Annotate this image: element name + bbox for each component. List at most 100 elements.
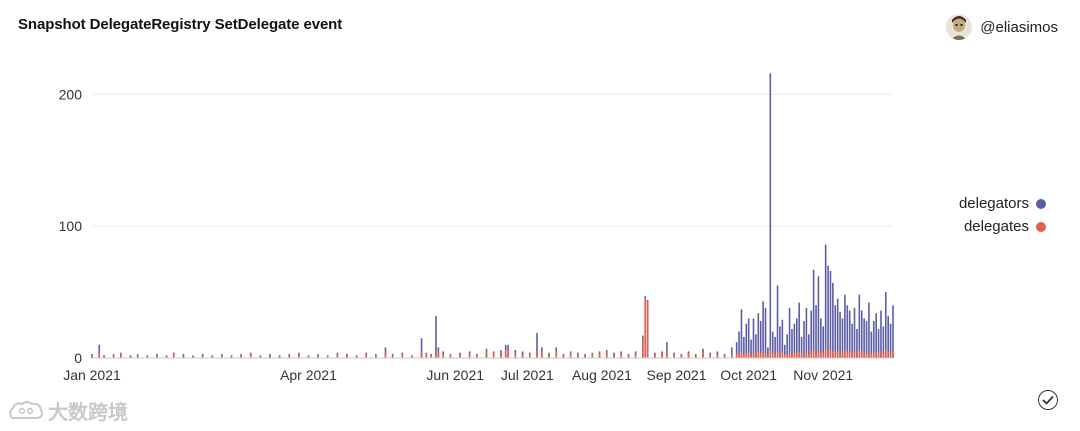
delegators-bar[interactable] [795, 318, 798, 358]
delegates-bar[interactable] [731, 354, 733, 358]
delegates-bar[interactable] [829, 350, 832, 358]
delegators-bar[interactable] [786, 334, 788, 358]
delegates-bar[interactable] [391, 355, 394, 358]
delegates-bar[interactable] [430, 355, 432, 358]
delegates-bar[interactable] [459, 354, 461, 358]
delegates-bar[interactable] [562, 355, 565, 358]
delegators-bar[interactable] [887, 315, 889, 358]
delegates-bar[interactable] [536, 350, 538, 358]
delegators-bar[interactable] [865, 321, 868, 358]
delegates-bar[interactable] [884, 350, 887, 358]
delegates-bar[interactable] [211, 356, 214, 358]
delegators-bar[interactable] [800, 336, 803, 358]
delegates-bar[interactable] [492, 352, 495, 358]
delegates-bar[interactable] [165, 356, 168, 358]
delegates-bar[interactable] [249, 354, 252, 358]
delegators-bar[interactable] [779, 326, 781, 358]
delegates-bar[interactable] [808, 354, 810, 358]
delegates-bar[interactable] [853, 351, 856, 358]
delegators-bar[interactable] [762, 301, 764, 358]
delegates-bar[interactable] [182, 355, 185, 358]
delegators-bar[interactable] [783, 344, 786, 358]
delegates-bar[interactable] [326, 356, 329, 358]
delegates-bar[interactable] [848, 351, 851, 358]
delegators-bar[interactable] [805, 307, 808, 358]
delegators-bar[interactable] [759, 321, 762, 358]
delegates-bar[interactable] [620, 352, 622, 358]
delegates-bar[interactable] [810, 351, 813, 358]
delegators-bar[interactable] [798, 302, 800, 358]
delegates-bar[interactable] [800, 354, 803, 358]
delegators-bar[interactable] [848, 310, 851, 358]
delegates-bar[interactable] [889, 352, 892, 358]
delegators-bar[interactable] [832, 282, 834, 358]
delegates-bar[interactable] [702, 352, 704, 358]
delegators-bar[interactable] [839, 311, 841, 358]
delegates-bar[interactable] [846, 351, 849, 358]
delegates-bar[interactable] [605, 351, 608, 358]
delegators-bar[interactable] [767, 347, 769, 358]
delegates-bar[interactable] [723, 355, 726, 358]
delegates-bar[interactable] [769, 350, 772, 358]
delegators-bar[interactable] [769, 73, 772, 359]
delegates-bar[interactable] [687, 352, 690, 358]
delegates-bar[interactable] [449, 355, 452, 358]
delegators-bar[interactable] [824, 244, 827, 358]
author-handle[interactable]: @eliasimos [980, 18, 1058, 36]
delegates-bar[interactable] [824, 348, 827, 358]
delegates-bar[interactable] [521, 354, 524, 358]
delegators-bar[interactable] [743, 336, 745, 358]
delegates-bar[interactable] [156, 355, 158, 358]
delegates-bar[interactable] [555, 351, 558, 358]
delegators-bar[interactable] [870, 331, 873, 358]
delegates-bar[interactable] [112, 355, 115, 358]
delegates-bar[interactable] [201, 355, 204, 358]
delegators-bar[interactable] [776, 285, 779, 359]
delegates-bar[interactable] [870, 354, 873, 358]
legend-item-delegators[interactable]: delegators [959, 192, 1046, 215]
delegates-bar[interactable] [795, 352, 798, 358]
delegates-bar[interactable] [485, 351, 488, 358]
delegates-bar[interactable] [355, 356, 358, 358]
delegates-bar[interactable] [666, 350, 668, 358]
delegates-bar[interactable] [767, 355, 769, 358]
delegators-bar[interactable] [875, 313, 877, 358]
delegates-bar[interactable] [735, 354, 738, 358]
delegates-bar[interactable] [425, 354, 428, 358]
delegates-bar[interactable] [569, 352, 572, 358]
delegates-bar[interactable] [774, 354, 776, 358]
delegators-bar[interactable] [858, 294, 861, 358]
delegators-bar[interactable] [882, 326, 885, 358]
delegates-bar[interactable] [803, 352, 805, 358]
delegates-bar[interactable] [798, 351, 800, 358]
delegators-bar[interactable] [872, 321, 875, 358]
delegates-bar[interactable] [860, 351, 863, 358]
delegates-bar[interactable] [500, 352, 502, 358]
delegates-bar[interactable] [646, 301, 649, 358]
delegates-bar[interactable] [317, 355, 319, 358]
delegates-bar[interactable] [750, 354, 752, 358]
delegates-bar[interactable] [442, 354, 444, 358]
delegates-bar[interactable] [709, 354, 711, 358]
delegators-bar[interactable] [815, 305, 817, 358]
delegators-bar[interactable] [829, 271, 832, 358]
delegates-bar[interactable] [411, 356, 413, 358]
delegates-bar[interactable] [437, 351, 440, 358]
delegates-bar[interactable] [839, 352, 841, 358]
delegators-bar[interactable] [771, 331, 774, 358]
delegates-bar[interactable] [192, 356, 194, 358]
delegates-bar[interactable] [858, 350, 861, 358]
delegates-bar[interactable] [812, 350, 815, 358]
delegates-bar[interactable] [507, 348, 509, 358]
delegates-bar[interactable] [591, 354, 594, 358]
delegates-bar[interactable] [783, 354, 786, 358]
delegators-bar[interactable] [781, 319, 784, 358]
delegates-bar[interactable] [384, 351, 387, 358]
delegates-bar[interactable] [844, 350, 846, 358]
delegators-bar[interactable] [812, 269, 815, 358]
delegates-bar[interactable] [827, 350, 829, 358]
delegates-bar[interactable] [781, 352, 784, 358]
delegators-bar[interactable] [764, 307, 767, 358]
delegators-bar[interactable] [98, 344, 101, 358]
delegators-bar[interactable] [863, 318, 865, 358]
